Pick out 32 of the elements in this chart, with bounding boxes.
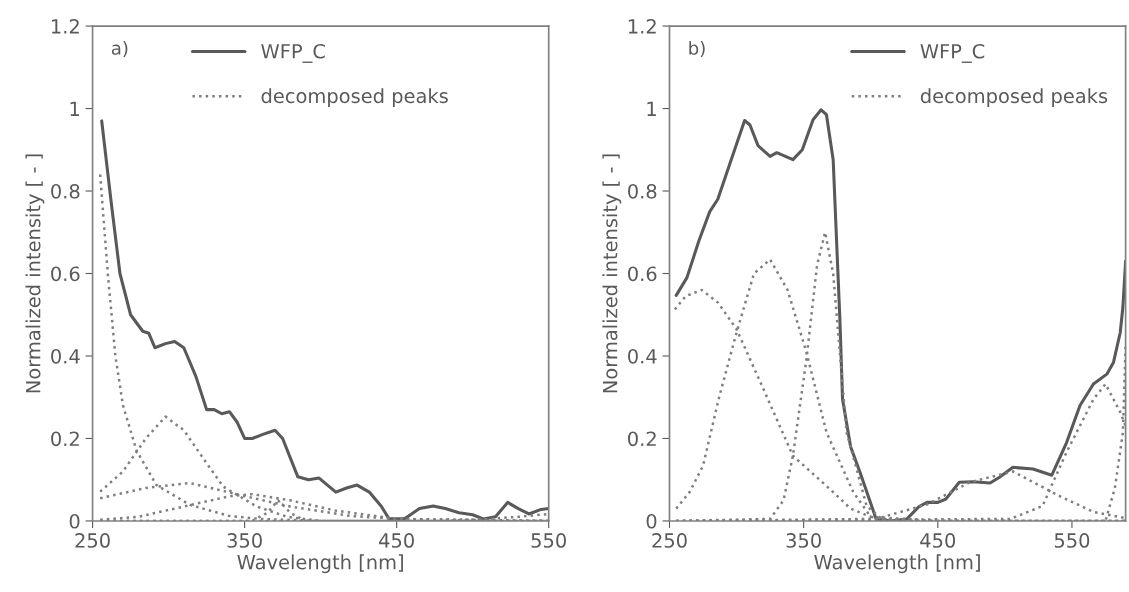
- y-tick-label: 0: [69, 513, 80, 529]
- y-tick-label: 0.6: [628, 266, 657, 282]
- x-axis-title: Wavelength [nm]: [237, 554, 403, 574]
- y-axis-title: Normalized intensity [ - ]: [602, 154, 622, 393]
- y-tick-label: 1: [70, 101, 79, 116]
- x-tick-label: 450: [379, 533, 414, 548]
- x-tick-label: 250: [652, 533, 687, 548]
- y-tick-label: 0: [646, 513, 657, 529]
- y-tick-label: 0.2: [51, 431, 79, 447]
- x-tick-label: 450: [920, 533, 956, 548]
- x-tick-label: 550: [1054, 533, 1090, 548]
- x-tick-label: 250: [75, 533, 110, 548]
- y-axis-title: Normalized intensity [ - ]: [25, 154, 45, 393]
- annotation: b): [689, 40, 705, 57]
- y-tick-label: 1: [647, 101, 656, 116]
- legend-label: decomposed peaks: [261, 88, 448, 107]
- annotation: a): [111, 40, 128, 57]
- legend-label: WFP_C: [261, 43, 325, 63]
- y-tick-label: 0.6: [51, 266, 80, 282]
- y-tick-label: 1.2: [51, 19, 79, 34]
- x-tick-label: 550: [531, 533, 566, 548]
- y-tick-label: 0.4: [51, 348, 80, 364]
- y-tick-label: 1.2: [628, 19, 656, 34]
- x-tick-label: 350: [786, 533, 821, 548]
- y-tick-label: 0.8: [51, 183, 80, 199]
- y-tick-label: 0.2: [628, 431, 656, 447]
- y-tick-label: 0.8: [628, 183, 657, 199]
- y-tick-label: 0.4: [628, 348, 657, 364]
- legend-label: decomposed peaks: [920, 88, 1108, 107]
- legend-label: WFP_C: [920, 43, 985, 63]
- x-tick-label: 350: [227, 533, 262, 548]
- x-axis-title: Wavelength [nm]: [814, 554, 980, 574]
